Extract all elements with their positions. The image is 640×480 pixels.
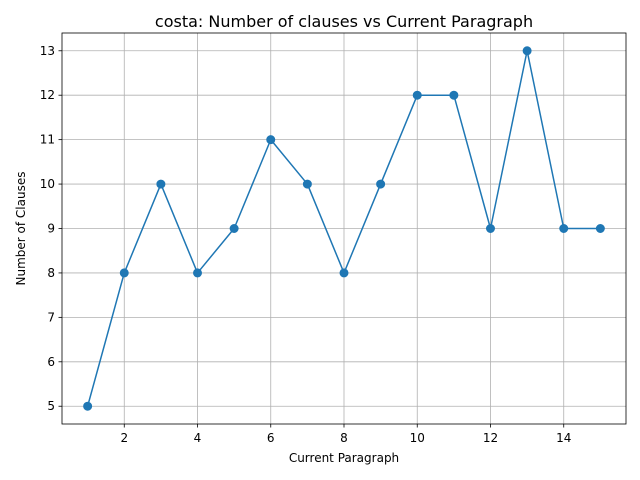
x-tick-label: 8: [340, 431, 348, 445]
data-point: [266, 135, 276, 145]
data-point: [302, 179, 312, 189]
y-tick-label: 8: [47, 266, 55, 280]
x-tick-label: 4: [194, 431, 202, 445]
y-tick-label: 7: [47, 310, 55, 324]
y-tick-label: 11: [40, 133, 55, 147]
y-tick-label: 12: [40, 88, 55, 102]
data-point: [376, 179, 386, 189]
y-tick-label: 13: [40, 44, 55, 58]
data-point: [83, 401, 93, 411]
data-point: [485, 224, 495, 233]
x-tick-label: 14: [556, 431, 571, 445]
x-tick-label: 2: [120, 431, 128, 445]
x-tick-label: 12: [483, 431, 498, 445]
y-tick-label: 6: [47, 355, 55, 369]
data-point: [595, 224, 605, 233]
data-point: [522, 46, 532, 56]
y-tick-label: 10: [40, 177, 55, 191]
chart-title: costa: Number of clauses vs Current Para…: [155, 12, 533, 31]
data-point: [412, 90, 422, 100]
data-point: [156, 179, 166, 189]
data-point: [119, 268, 129, 278]
data-point: [229, 224, 239, 233]
y-tick-label: 5: [47, 399, 55, 413]
data-point: [193, 268, 203, 278]
x-axis-label: Current Paragraph: [289, 451, 399, 465]
y-tick-label: 9: [47, 222, 55, 236]
y-axis-ticks: 5 6 7 8 9 10 11 12 13: [40, 44, 62, 413]
data-point: [449, 90, 459, 100]
data-point: [339, 268, 349, 278]
x-tick-label: 6: [267, 431, 275, 445]
data-point: [559, 224, 569, 233]
x-tick-label: 10: [410, 431, 425, 445]
data-series: [83, 46, 605, 411]
y-axis-label: Number of Clauses: [14, 172, 28, 286]
x-axis-ticks: 2 4 6 8 10 12 14: [120, 424, 571, 445]
